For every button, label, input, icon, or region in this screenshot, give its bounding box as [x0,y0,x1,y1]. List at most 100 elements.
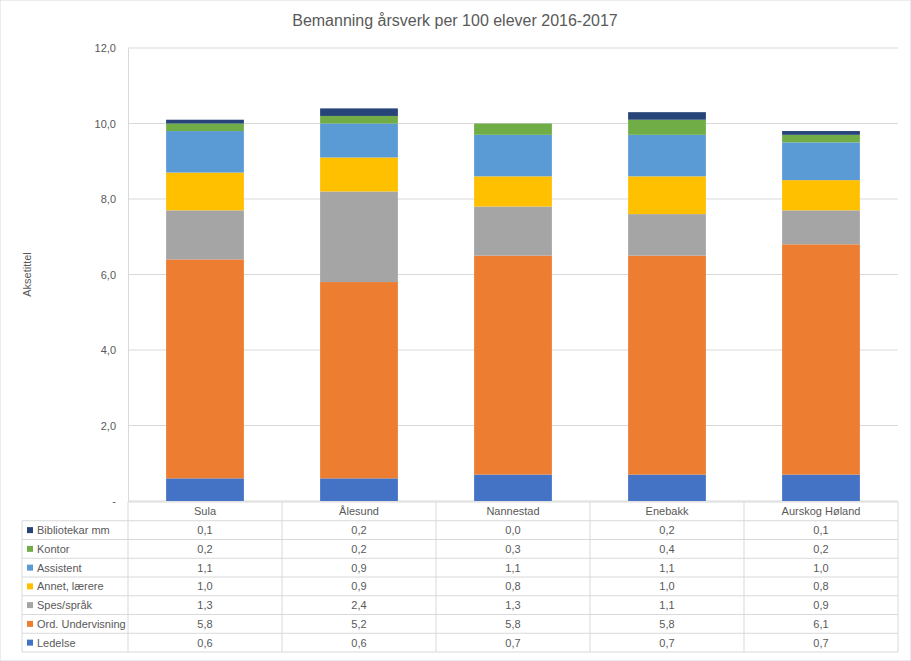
bar [628,214,706,256]
bar [628,112,706,120]
legend-key [27,565,33,571]
bar [320,108,398,116]
bar [166,173,244,211]
table-value: 0,0 [505,524,520,536]
bar [166,259,244,478]
table-line [22,652,898,653]
table-line [22,539,898,540]
category-label: Sula [194,505,217,517]
table-line [22,577,898,578]
table-value: 1,3 [505,599,520,611]
table-value: 5,8 [659,618,674,630]
tick: - [112,495,128,507]
series [166,116,860,142]
table-value: 6,1 [813,618,828,630]
table-line [22,520,898,521]
legend-key [27,640,33,646]
table-line [128,502,129,652]
tick: 2,0 [101,420,128,432]
table-line [282,502,283,652]
tick: 12,0 [95,42,128,54]
table-value: 0,1 [813,524,828,536]
legend-key [27,583,33,589]
table-value: 5,2 [351,618,366,630]
table-value: 0,2 [351,543,366,555]
table-value: 0,2 [197,543,212,555]
bar [320,282,398,478]
table-value: 1,0 [197,580,212,592]
table-value: 1,0 [813,562,828,574]
bar [474,124,552,135]
bar [782,142,860,180]
bar [474,123,552,124]
bar [474,475,552,501]
series [166,124,860,181]
table-value: 5,8 [505,618,520,630]
legend-key [27,527,33,533]
y-axis: - 2,0 4,0 6,0 8,0 10,0 12,0 [95,42,129,507]
legend-label: Annet, lærere [37,580,104,592]
table-value: 0,7 [659,637,674,649]
table-line [436,502,437,652]
category-label: Nannestad [486,505,539,517]
table-line [590,502,591,652]
table-value: 0,9 [351,562,366,574]
legend-label: Ord. Undervisning [37,618,126,630]
legend-label: Ledelse [37,637,76,649]
tick-label: - [112,495,116,507]
legend-key [27,621,33,627]
table-value: 0,6 [197,637,212,649]
grid-line [128,48,898,49]
table-line [22,633,898,634]
table-line [22,595,898,596]
legend-label: Assistent [37,562,82,574]
legend-label: Spes/språk [37,599,93,611]
legend-label: Bibliotekar mm [37,524,110,536]
table-value: 0,8 [505,580,520,592]
bar [628,176,706,214]
tick-label: 2,0 [101,420,116,432]
table-value: 1,3 [197,599,212,611]
bar [628,256,706,475]
table-value: 1,1 [197,562,212,574]
tick-label: 8,0 [101,193,116,205]
background [0,0,911,661]
table-line [22,521,23,652]
table-value: 0,4 [659,543,674,555]
bar [782,135,860,143]
tick-label: 4,0 [101,344,116,356]
bar [166,131,244,173]
chart: Bemanning årsverk per 100 elever 2016-20… [0,0,911,661]
table-line [22,614,898,615]
category-label: Ålesund [339,505,379,517]
series [166,475,860,501]
tick-label: 6,0 [101,269,116,281]
bar [474,207,552,256]
table-value: 0,9 [813,599,828,611]
data-table: SulaÅlesundNannestadEnebakkAurskog Hølan… [22,502,898,652]
table-value: 1,1 [505,562,520,574]
table-value: 2,4 [351,599,366,611]
tick: 4,0 [101,344,128,356]
grid [128,48,898,501]
table-value: 1,0 [659,580,674,592]
table-line [898,502,899,652]
bar [166,478,244,501]
bar [628,475,706,501]
table-value: 0,1 [197,524,212,536]
table-value: 0,3 [505,543,520,555]
tick: 6,0 [101,269,128,281]
bar [320,157,398,191]
bar [782,475,860,501]
bar [166,210,244,259]
tick-label: 10,0 [95,118,116,130]
bar [474,176,552,206]
category-label: Enebakk [646,505,689,517]
table-value: 0,8 [813,580,828,592]
bars [166,108,860,501]
title: Bemanning årsverk per 100 elever 2016-20… [292,12,618,29]
bar [628,120,706,135]
bar [474,256,552,475]
axis-line [128,49,129,502]
table-value: 1,1 [659,599,674,611]
